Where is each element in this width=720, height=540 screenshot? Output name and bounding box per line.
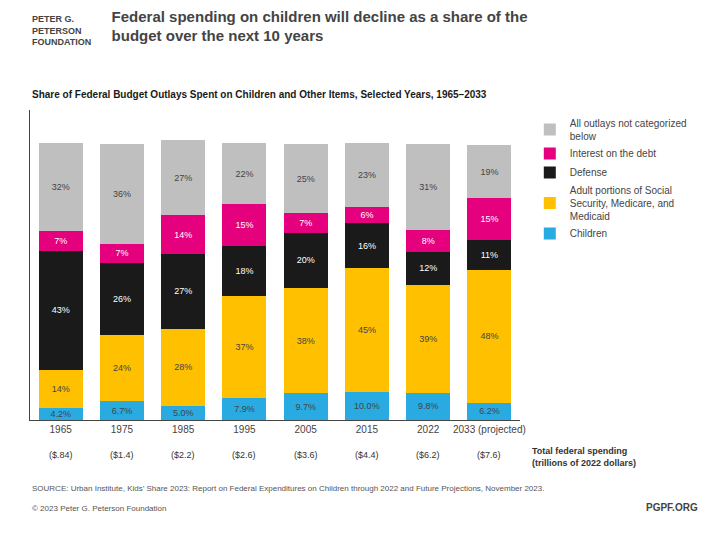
svg-text:($6.2): ($6.2)	[416, 450, 440, 460]
svg-text:7%: 7%	[299, 218, 312, 228]
svg-text:9.7%: 9.7%	[295, 402, 316, 412]
svg-text:1965: 1965	[50, 424, 73, 435]
svg-text:Federal spending on children w: Federal spending on children will declin…	[112, 8, 528, 45]
svg-text:Children: Children	[570, 228, 607, 239]
svg-text:24%: 24%	[113, 363, 131, 373]
svg-text:26%: 26%	[113, 294, 131, 304]
svg-text:43%: 43%	[52, 305, 70, 315]
svg-text:Total federal spending(trillio: Total federal spending(trillions of 2022…	[532, 446, 636, 468]
svg-text:Defense: Defense	[570, 167, 608, 178]
svg-text:14%: 14%	[52, 384, 70, 394]
svg-text:32%: 32%	[52, 182, 70, 192]
svg-text:($2.2): ($2.2)	[171, 450, 195, 460]
svg-text:4.2%: 4.2%	[50, 409, 71, 419]
svg-text:45%: 45%	[358, 325, 376, 335]
svg-text:($4.4): ($4.4)	[355, 450, 379, 460]
svg-text:($1.4): ($1.4)	[110, 450, 134, 460]
svg-text:11%: 11%	[481, 250, 498, 260]
svg-text:36%: 36%	[113, 189, 131, 199]
svg-text:6.2%: 6.2%	[479, 406, 500, 416]
svg-text:($7.6): ($7.6)	[477, 450, 501, 460]
svg-text:2005: 2005	[295, 424, 318, 435]
svg-text:6%: 6%	[360, 210, 373, 220]
svg-text:22%: 22%	[235, 169, 253, 179]
svg-text:All outlays not categorizedbel: All outlays not categorizedbelow	[570, 118, 687, 142]
svg-text:8%: 8%	[422, 236, 435, 246]
svg-text:7%: 7%	[115, 248, 128, 258]
svg-text:© 2023 Peter G. Peterson Found: © 2023 Peter G. Peterson Foundation	[32, 504, 166, 513]
svg-text:PGPF.ORG: PGPF.ORG	[646, 502, 698, 513]
svg-text:38%: 38%	[297, 336, 315, 346]
svg-text:2022: 2022	[417, 424, 440, 435]
svg-text:10.0%: 10.0%	[354, 401, 380, 411]
svg-text:6.7%: 6.7%	[112, 406, 133, 416]
svg-text:18%: 18%	[235, 266, 253, 276]
svg-text:19%: 19%	[480, 167, 498, 177]
svg-text:31%: 31%	[419, 182, 437, 192]
svg-text:37%: 37%	[235, 342, 253, 352]
svg-text:15%: 15%	[480, 214, 498, 224]
svg-text:16%: 16%	[358, 241, 376, 251]
svg-text:27%: 27%	[174, 173, 192, 183]
svg-text:Interest on the debt: Interest on the debt	[570, 148, 656, 159]
svg-text:39%: 39%	[419, 334, 437, 344]
svg-text:($2.6): ($2.6)	[232, 450, 256, 460]
svg-text:25%: 25%	[297, 174, 315, 184]
svg-text:($.84): ($.84)	[49, 450, 73, 460]
svg-text:5.0%: 5.0%	[173, 408, 194, 418]
svg-text:20%: 20%	[297, 255, 315, 265]
svg-text:7.9%: 7.9%	[234, 404, 255, 414]
svg-text:1995: 1995	[233, 424, 256, 435]
svg-text:12%: 12%	[419, 263, 437, 273]
svg-text:2015: 2015	[356, 424, 379, 435]
svg-text:Share of Federal Budget Outlay: Share of Federal Budget Outlays Spent on…	[32, 89, 487, 100]
svg-text:7%: 7%	[54, 236, 67, 246]
svg-text:28%: 28%	[174, 362, 192, 372]
svg-text:9.8%: 9.8%	[418, 401, 439, 411]
svg-text:Adult portions of SocialSecuri: Adult portions of SocialSecurity, Medica…	[570, 185, 674, 222]
svg-text:23%: 23%	[358, 170, 376, 180]
svg-text:1975: 1975	[111, 424, 134, 435]
svg-text:48%: 48%	[480, 331, 498, 341]
svg-text:1985: 1985	[172, 424, 195, 435]
svg-text:PETER G.PETERSONFOUNDATION: PETER G.PETERSONFOUNDATION	[32, 14, 91, 47]
svg-text:2033 (projected): 2033 (projected)	[453, 424, 526, 435]
svg-text:27%: 27%	[174, 286, 192, 296]
svg-text:15%: 15%	[235, 220, 253, 230]
svg-text:($3.6): ($3.6)	[294, 450, 318, 460]
svg-text:14%: 14%	[174, 230, 192, 240]
svg-text:SOURCE: Urban Institute, Kids’: SOURCE: Urban Institute, Kids’ Share 202…	[32, 484, 544, 493]
